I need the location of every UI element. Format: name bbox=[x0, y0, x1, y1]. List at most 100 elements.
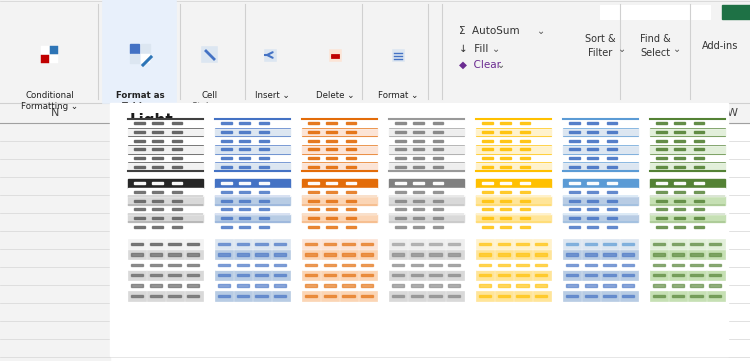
Bar bbox=[152, 200, 163, 202]
Bar bbox=[709, 243, 722, 245]
Bar bbox=[433, 157, 443, 159]
Bar bbox=[587, 217, 598, 219]
Text: Insert ⌄: Insert ⌄ bbox=[254, 91, 290, 100]
Bar bbox=[172, 122, 182, 124]
Bar bbox=[152, 191, 163, 193]
Bar bbox=[650, 145, 725, 154]
Bar bbox=[321, 250, 339, 259]
Bar bbox=[134, 157, 145, 159]
Bar bbox=[389, 179, 464, 231]
Bar bbox=[152, 140, 163, 142]
Bar bbox=[221, 200, 232, 202]
Bar bbox=[650, 260, 668, 270]
Bar bbox=[500, 182, 511, 184]
Bar bbox=[259, 157, 269, 159]
Bar bbox=[130, 274, 143, 277]
Bar bbox=[302, 196, 377, 205]
Bar bbox=[392, 284, 404, 287]
Bar bbox=[141, 44, 150, 53]
Bar bbox=[358, 270, 376, 280]
Bar bbox=[427, 270, 445, 280]
Bar bbox=[690, 243, 703, 245]
Bar bbox=[272, 239, 290, 249]
Bar bbox=[476, 239, 551, 301]
Bar bbox=[706, 250, 724, 259]
Bar bbox=[587, 122, 598, 124]
Bar bbox=[563, 270, 581, 280]
Bar bbox=[272, 291, 290, 301]
Bar bbox=[130, 44, 139, 53]
Bar bbox=[152, 166, 163, 168]
Bar bbox=[476, 119, 551, 128]
Bar bbox=[392, 243, 404, 245]
Bar bbox=[482, 148, 493, 150]
Bar bbox=[694, 131, 704, 133]
Bar bbox=[706, 291, 724, 301]
Bar bbox=[323, 284, 336, 287]
Bar bbox=[239, 191, 250, 193]
Bar bbox=[147, 291, 165, 301]
Bar bbox=[408, 239, 426, 249]
Bar bbox=[128, 119, 203, 128]
Bar bbox=[650, 239, 725, 301]
Bar bbox=[128, 196, 203, 205]
Bar bbox=[239, 157, 250, 159]
Bar bbox=[671, 274, 684, 277]
Bar bbox=[694, 148, 704, 150]
Bar bbox=[134, 140, 145, 142]
Bar bbox=[410, 253, 423, 256]
Bar bbox=[607, 208, 617, 210]
Bar bbox=[656, 226, 667, 228]
Bar bbox=[622, 264, 634, 266]
Bar bbox=[41, 55, 49, 63]
Bar bbox=[433, 226, 443, 228]
Bar bbox=[234, 291, 252, 301]
Bar bbox=[259, 131, 269, 133]
Bar bbox=[566, 243, 578, 245]
Text: ⌄: ⌄ bbox=[618, 44, 626, 54]
Bar bbox=[500, 122, 511, 124]
Bar bbox=[239, 208, 250, 210]
Bar bbox=[128, 179, 203, 188]
Bar bbox=[709, 264, 722, 266]
Bar bbox=[152, 122, 163, 124]
Bar bbox=[239, 226, 250, 228]
Bar bbox=[389, 136, 464, 145]
Text: Σ  AutoSum: Σ AutoSum bbox=[459, 26, 520, 36]
Bar bbox=[389, 222, 464, 231]
Bar bbox=[215, 239, 290, 301]
Bar bbox=[389, 205, 464, 214]
Bar bbox=[128, 270, 146, 280]
Bar bbox=[706, 260, 724, 270]
Bar bbox=[497, 274, 510, 277]
Bar bbox=[433, 182, 443, 184]
Bar bbox=[476, 239, 494, 249]
Text: ↓  Fill: ↓ Fill bbox=[459, 44, 488, 54]
Bar bbox=[520, 191, 530, 193]
Bar bbox=[674, 131, 685, 133]
Bar bbox=[674, 191, 685, 193]
Bar bbox=[582, 239, 600, 249]
Bar bbox=[168, 274, 181, 277]
Bar bbox=[215, 196, 290, 205]
Bar bbox=[500, 217, 511, 219]
Bar bbox=[497, 264, 510, 266]
Bar bbox=[478, 253, 491, 256]
Bar bbox=[215, 179, 290, 188]
Bar bbox=[476, 179, 551, 231]
Bar bbox=[694, 191, 704, 193]
Bar bbox=[308, 131, 319, 133]
Bar bbox=[674, 208, 685, 210]
Bar bbox=[706, 280, 724, 290]
Bar bbox=[671, 295, 684, 297]
Bar bbox=[215, 270, 233, 280]
Bar bbox=[172, 200, 182, 202]
Bar bbox=[478, 243, 491, 245]
Bar bbox=[607, 140, 617, 142]
Bar bbox=[346, 166, 356, 168]
Bar bbox=[304, 243, 317, 245]
Bar bbox=[622, 284, 634, 287]
Bar bbox=[446, 260, 464, 270]
Bar bbox=[326, 157, 337, 159]
Bar bbox=[582, 270, 600, 280]
